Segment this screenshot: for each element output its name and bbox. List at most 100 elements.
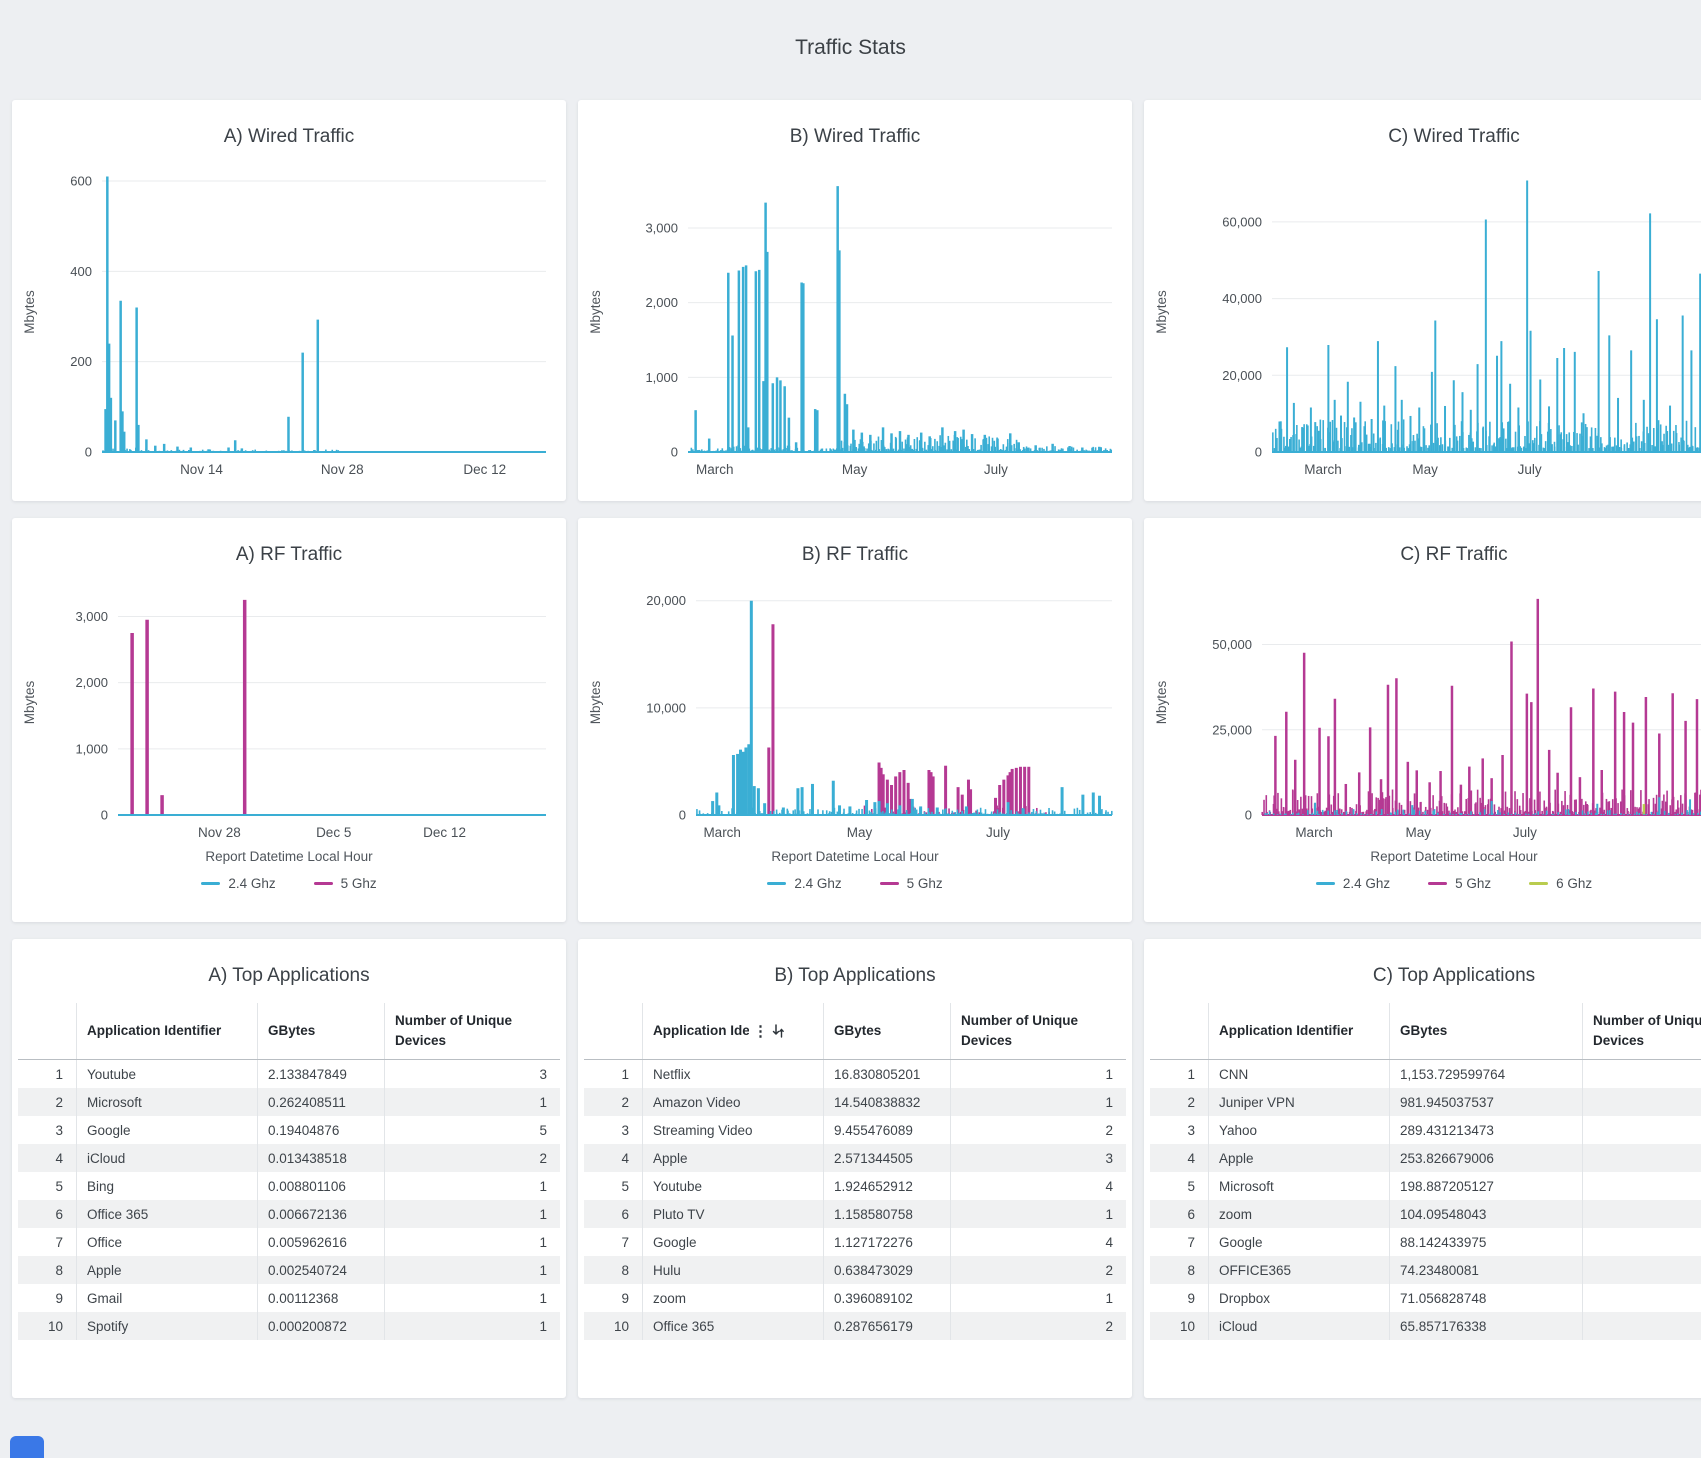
gbytes-header[interactable]: GBytes: [1390, 1003, 1583, 1060]
unique-devices-header[interactable]: Number of Unique Devices: [951, 1003, 1127, 1060]
legend-label: 6 Ghz: [1556, 876, 1592, 891]
gbytes-header[interactable]: GBytes: [258, 1003, 385, 1060]
svg-text:1,000: 1,000: [75, 741, 108, 756]
legend-item-5-ghz[interactable]: 5 Ghz: [880, 876, 943, 891]
gbytes-cell: 0.013438518: [258, 1144, 385, 1172]
gbytes-cell: 0.005962616: [258, 1228, 385, 1256]
svg-text:20,000: 20,000: [646, 593, 686, 608]
sort-icon[interactable]: [772, 1024, 785, 1038]
gbytes-cell: 0.396089102: [824, 1284, 951, 1312]
svg-text:200: 200: [70, 354, 92, 369]
application-identifier-header[interactable]: Application Identifier⋮: [643, 1003, 824, 1060]
svg-text:July: July: [986, 825, 1010, 840]
unique-devices-header[interactable]: Number of Unique Devices: [385, 1003, 561, 1060]
rank-cell: 4: [584, 1144, 643, 1172]
devices-cell: 2: [951, 1116, 1127, 1144]
legend-swatch: [767, 882, 786, 885]
application-cell: Google: [77, 1116, 258, 1144]
panel-title: B) RF Traffic: [584, 518, 1126, 576]
devices-cell: [1583, 1088, 1701, 1116]
application-cell: Apple: [77, 1256, 258, 1284]
legend-item-2.4-ghz[interactable]: 2.4 Ghz: [201, 876, 275, 891]
rank-cell: 6: [18, 1200, 77, 1228]
rank-cell: 8: [1150, 1256, 1209, 1284]
application-identifier-header[interactable]: Application Identifier: [77, 1003, 258, 1060]
legend-label: 2.4 Ghz: [228, 876, 275, 891]
svg-text:Nov 14: Nov 14: [180, 462, 223, 477]
devices-cell: 1: [385, 1228, 561, 1256]
application-cell: Office 365: [77, 1200, 258, 1228]
gbytes-cell: 0.19404876: [258, 1116, 385, 1144]
legend-item-5-ghz[interactable]: 5 Ghz: [1428, 876, 1491, 891]
x-axis-label: Report Datetime Local Hour: [584, 849, 1126, 864]
legend-label: 2.4 Ghz: [794, 876, 841, 891]
application-cell: Microsoft: [1209, 1172, 1390, 1200]
svg-text:July: July: [1518, 462, 1542, 477]
legend-swatch: [880, 882, 899, 885]
svg-text:0: 0: [101, 808, 108, 823]
devices-cell: 1: [951, 1088, 1127, 1116]
gbytes-cell: 9.455476089: [824, 1116, 951, 1144]
legend-item-2.4-ghz[interactable]: 2.4 Ghz: [767, 876, 841, 891]
legend-item-6-ghz[interactable]: 6 Ghz: [1529, 876, 1592, 891]
rank-cell: 1: [584, 1060, 643, 1089]
devices-cell: 1: [385, 1172, 561, 1200]
rank-cell: 5: [1150, 1172, 1209, 1200]
svg-text:1,000: 1,000: [645, 370, 678, 385]
gbytes-cell: 0.002540724: [258, 1256, 385, 1284]
legend-item-2.4-ghz[interactable]: 2.4 Ghz: [1316, 876, 1390, 891]
application-cell: Pluto TV: [643, 1200, 824, 1228]
rank-cell: 2: [1150, 1088, 1209, 1116]
chat-button[interactable]: [10, 1436, 44, 1458]
unique-devices-header[interactable]: Number of Unique Devices: [1583, 1003, 1701, 1060]
devices-cell: [1583, 1256, 1701, 1284]
devices-cell: 3: [385, 1060, 561, 1089]
devices-cell: 1: [385, 1200, 561, 1228]
svg-text:May: May: [847, 825, 873, 840]
devices-cell: 1: [385, 1088, 561, 1116]
svg-text:0: 0: [679, 808, 686, 823]
gbytes-cell: 0.00112368: [258, 1284, 385, 1312]
svg-text:Mbytes: Mbytes: [1154, 290, 1169, 334]
svg-text:Nov 28: Nov 28: [198, 825, 241, 840]
svg-text:400: 400: [70, 264, 92, 279]
devices-cell: 2: [951, 1312, 1127, 1340]
legend-swatch: [1316, 882, 1335, 885]
legend-swatch: [1428, 882, 1447, 885]
application-cell: Office: [77, 1228, 258, 1256]
gbytes-cell: 0.638473029: [824, 1256, 951, 1284]
gbytes-cell: 0.006672136: [258, 1200, 385, 1228]
devices-cell: 1: [951, 1060, 1127, 1089]
application-cell: Youtube: [77, 1060, 258, 1089]
rank-cell: 10: [584, 1312, 643, 1340]
application-cell: zoom: [1209, 1200, 1390, 1228]
svg-text:March: March: [1295, 825, 1333, 840]
legend-item-5-ghz[interactable]: 5 Ghz: [314, 876, 377, 891]
gbytes-cell: 2.571344505: [824, 1144, 951, 1172]
devices-cell: [1583, 1060, 1701, 1089]
rank-cell: 8: [18, 1256, 77, 1284]
application-cell: Google: [643, 1228, 824, 1256]
application-identifier-header[interactable]: Application Identifier: [1209, 1003, 1390, 1060]
svg-text:March: March: [696, 462, 734, 477]
svg-text:20,000: 20,000: [1222, 368, 1262, 383]
panel-top-applications-a: A) Top Applications Application Identifi…: [12, 939, 566, 1398]
application-cell: iCloud: [1209, 1312, 1390, 1340]
panel-title: C) RF Traffic: [1150, 518, 1701, 576]
gbytes-cell: 289.431213473: [1390, 1116, 1583, 1144]
svg-text:March: March: [1304, 462, 1342, 477]
column-menu-icon[interactable]: ⋮: [753, 1024, 768, 1039]
rank-cell: 10: [1150, 1312, 1209, 1340]
gbytes-header[interactable]: GBytes: [824, 1003, 951, 1060]
